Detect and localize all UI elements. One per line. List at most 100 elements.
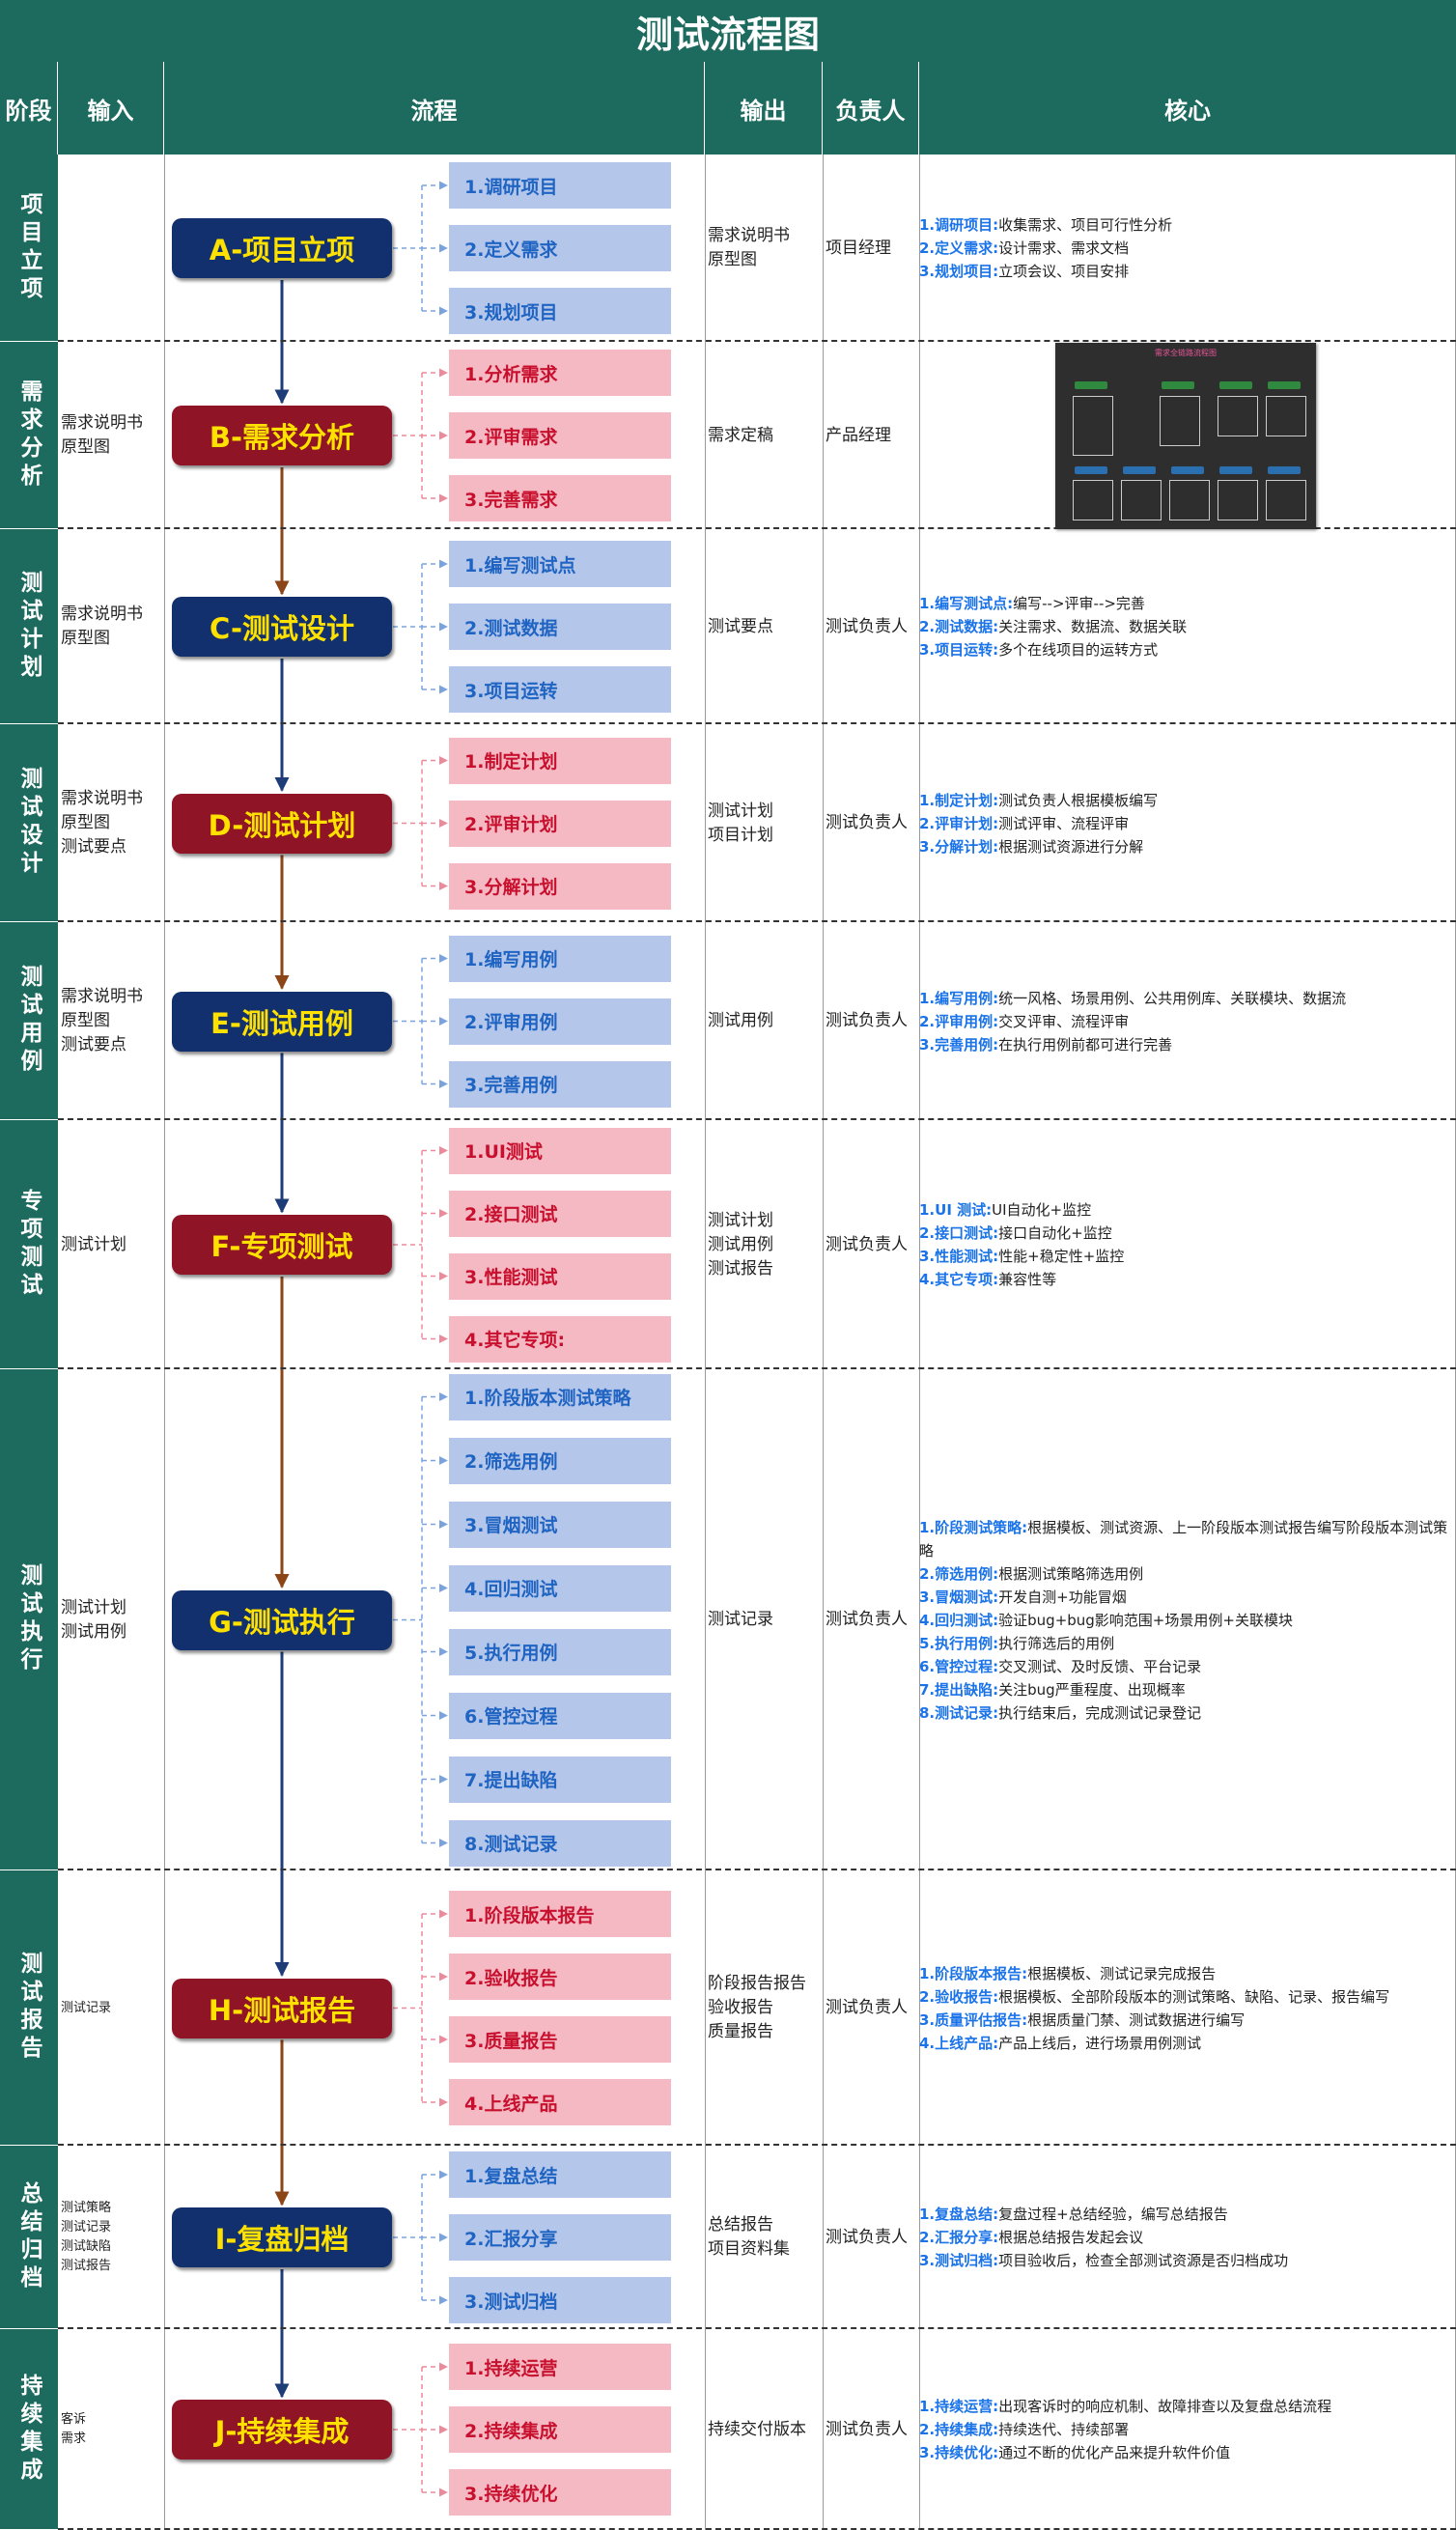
core-item: 1.调研项目:收集需求、项目可行性分析 [919, 213, 1450, 237]
owner-cell: 测试负责人 [826, 922, 918, 1120]
core-item-key: 3.分解计划: [919, 837, 999, 856]
thumbnail-box [1073, 396, 1113, 456]
input-item: 需求说明书 [61, 987, 143, 1006]
sub-step-box[interactable]: 1.编写测试点 [449, 541, 671, 587]
input-item: 客诉 [61, 2412, 87, 2427]
main-step-box[interactable]: E-测试用例 [172, 991, 392, 1052]
input-cell: 需求说明书 原型图 [61, 342, 163, 529]
core-item-key: 1.编写测试点: [919, 595, 1014, 612]
sub-step-box[interactable]: 1.调研项目 [449, 162, 671, 209]
sub-step-box[interactable]: 3.性能测试 [449, 1252, 671, 1300]
core-item: 2.测试数据:关注需求、数据流、数据关联 [919, 615, 1450, 638]
core-item-text: UI自动化+监控 [992, 1201, 1092, 1219]
stage-label: 测试执行 [0, 1369, 58, 1870]
main-step-box[interactable]: J-持续集成 [172, 2400, 392, 2460]
main-step-box[interactable]: F-专项测试 [172, 1215, 392, 1275]
sub-step-box[interactable]: 1.持续运营 [449, 2344, 671, 2390]
output-cell: 测试记录 [708, 1369, 822, 1870]
core-item-text: 根据模板、测试记录完成报告 [1027, 1964, 1217, 1982]
core-item: 1.阶段版本报告:根据模板、测试记录完成报告 [919, 1962, 1450, 1985]
sub-step-box[interactable]: 3.持续优化 [449, 2469, 671, 2516]
sub-step-box[interactable]: 3.规划项目 [449, 288, 671, 334]
sub-step-box[interactable]: 3.分解计划 [449, 862, 671, 910]
sub-step-box[interactable]: 2.定义需求 [449, 225, 671, 271]
sub-step-box[interactable]: 1.阶段版本测试策略 [449, 1373, 671, 1420]
sub-step-box[interactable]: 1.UI测试 [449, 1127, 671, 1174]
sub-step-box[interactable]: 3.完善需求 [449, 475, 671, 521]
sub-step-box[interactable]: 3.完善用例 [449, 1060, 671, 1108]
sub-step-box[interactable]: 2.接口测试 [449, 1190, 671, 1237]
core-item-text: 性能+稳定性+监控 [998, 1248, 1125, 1265]
sub-step-box[interactable]: 4.其它专项: [449, 1315, 671, 1363]
sub-step-box[interactable]: 8.测试记录 [449, 1819, 671, 1867]
input-item: 测试计划 [61, 1597, 126, 1617]
output-item: 验收报告 [708, 1998, 773, 2017]
sub-step-box[interactable]: 2.评审计划 [449, 800, 671, 847]
core-cell: 1.阶段版本报告:根据模板、测试记录完成报告 2.验收报告:根据模板、全部阶段版本… [919, 1870, 1450, 2146]
core-item: 2.持续集成:持续迭代、持续部署 [919, 2418, 1450, 2441]
stage-label: 测试报告 [0, 1870, 58, 2146]
core-item: 2.评审计划:测试评审、流程评审 [919, 812, 1450, 835]
row-separator [58, 1367, 1456, 1369]
core-item-key: 5.执行用例: [919, 1634, 999, 1652]
sub-step-box[interactable]: 2.持续集成 [449, 2406, 671, 2453]
sub-step-box[interactable]: 3.冒烟测试 [449, 1501, 671, 1548]
row-separator [58, 1118, 1456, 1120]
sub-step-box[interactable]: 1.阶段版本报告 [449, 1891, 671, 1937]
sub-step-box[interactable]: 1.复盘总结 [449, 2151, 671, 2198]
core-item-key: 1.制定计划: [919, 791, 999, 809]
sub-step-box[interactable]: 5.执行用例 [449, 1628, 671, 1675]
input-cell: 需求说明书 原型图 测试要点 [61, 922, 163, 1120]
core-item-text: 通过不断的优化产品来提升软件价值 [998, 2444, 1231, 2461]
sub-step-box[interactable]: 4.回归测试 [449, 1564, 671, 1612]
core-item-text: 设计需求、需求文档 [998, 239, 1130, 257]
core-cell: 1.持续运营:出现客诉时的响应机制、故障排查以及复盘总结流程 2.持续集成:持续迭… [919, 2329, 1450, 2530]
thumbnail-node [1075, 466, 1107, 474]
core-item-text: 根据测试资源进行分解 [998, 837, 1144, 856]
sub-step-box[interactable]: 2.汇报分享 [449, 2214, 671, 2261]
table-header: 阶段 输入 流程 输出 负责人 核心 [0, 62, 1456, 155]
output-cell: 需求定稿 [708, 342, 822, 529]
main-step-box[interactable]: G-测试执行 [172, 1589, 392, 1650]
core-item: 2.定义需求:设计需求、需求文档 [919, 237, 1450, 260]
sub-step-box[interactable]: 3.测试归档 [449, 2277, 671, 2323]
sub-step-box[interactable]: 2.验收报告 [449, 1954, 671, 2000]
core-item: 1.UI 测试:UI自动化+监控 [919, 1198, 1450, 1222]
input-cell [61, 155, 163, 342]
sub-step-box[interactable]: 1.制定计划 [449, 737, 671, 784]
main-step-box[interactable]: I-复盘归档 [172, 2207, 392, 2267]
sub-step-box[interactable]: 2.评审用例 [449, 998, 671, 1045]
header-input: 输入 [58, 62, 164, 155]
sub-step-box[interactable]: 4.上线产品 [449, 2079, 671, 2125]
output-cell: 总结报告 项目资料集 [708, 2146, 822, 2329]
main-step-box[interactable]: A-项目立项 [172, 218, 392, 278]
core-item-text: 执行筛选后的用例 [998, 1634, 1115, 1652]
sub-step-box[interactable]: 2.测试数据 [449, 604, 671, 650]
sub-step-box[interactable]: 2.筛选用例 [449, 1437, 671, 1484]
owner-name: 项目经理 [826, 238, 891, 258]
sub-step-box[interactable]: 7.提出缺陷 [449, 1756, 671, 1803]
core-item-key: 1.持续运营: [919, 2398, 999, 2415]
main-step-box[interactable]: B-需求分析 [172, 406, 392, 465]
main-step-box[interactable]: C-测试设计 [172, 597, 392, 657]
sub-step-box[interactable]: 1.分析需求 [449, 350, 671, 396]
main-step-box[interactable]: H-测试报告 [172, 1978, 392, 2038]
sub-step-box[interactable]: 6.管控过程 [449, 1692, 671, 1739]
core-item-text: 测试负责人根据模板编写 [998, 791, 1159, 809]
sub-step-box[interactable]: 3.项目运转 [449, 666, 671, 713]
sub-step-box[interactable]: 2.评审需求 [449, 412, 671, 459]
sub-step-box[interactable]: 3.质量报告 [449, 2016, 671, 2063]
output-item: 测试记录 [708, 1610, 773, 1629]
thumbnail-box [1266, 396, 1306, 436]
owner-name: 测试负责人 [826, 1234, 908, 1254]
core-item-text: 兼容性等 [998, 1271, 1057, 1288]
owner-cell: 测试负责人 [826, 1369, 918, 1870]
thumbnail-node [1219, 466, 1252, 474]
main-step-box[interactable]: D-测试计划 [172, 793, 392, 854]
core-item-key: 3.性能测试: [919, 1248, 999, 1265]
owner-name: 测试负责人 [826, 813, 908, 832]
sub-step-box[interactable]: 1.编写用例 [449, 935, 671, 982]
column-divider [164, 155, 165, 2530]
output-cell: 测试用例 [708, 922, 822, 1120]
core-item: 5.执行用例:执行筛选后的用例 [919, 1632, 1450, 1655]
